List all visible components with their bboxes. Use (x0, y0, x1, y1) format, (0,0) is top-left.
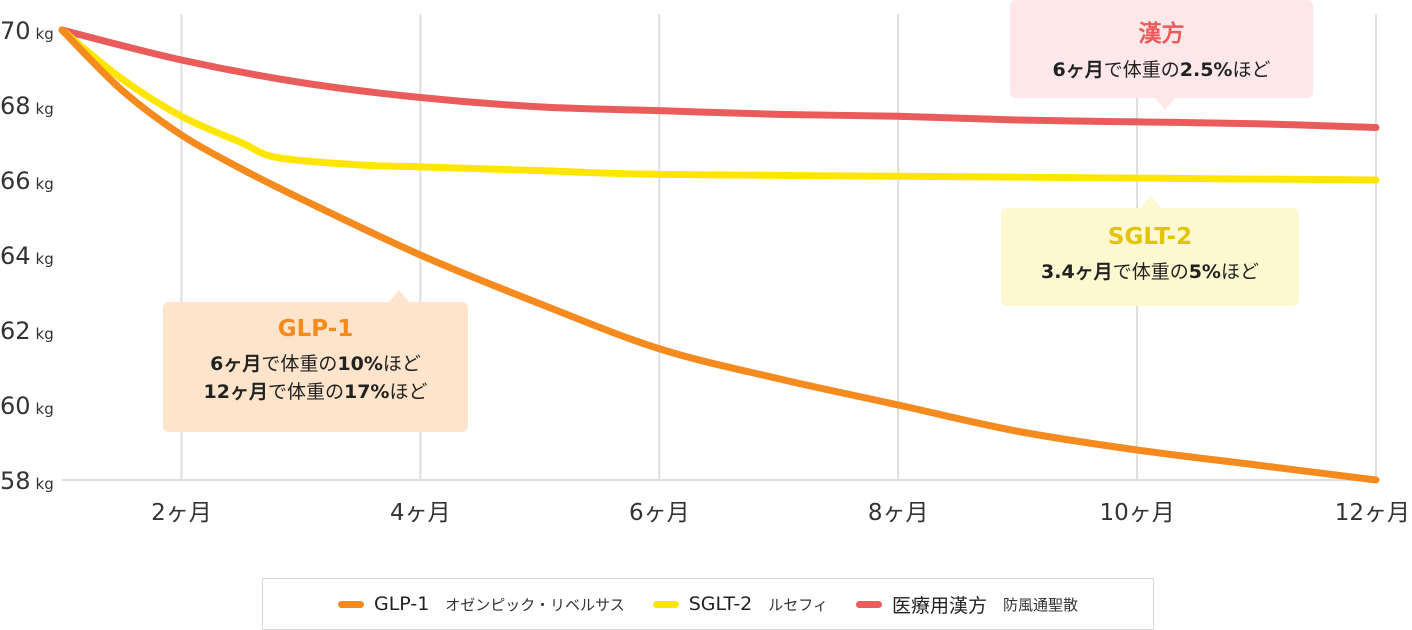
legend-sub-kampo: 防風通聖散 (1002, 595, 1078, 614)
x-tick-label: 4ヶ月 (390, 500, 451, 526)
series-lines (58, 26, 1380, 484)
callout-kampo-percent: 2.5% (1179, 59, 1233, 81)
x-tick-label: 2ヶ月 (151, 500, 212, 526)
y-tick-unit: kg (36, 100, 54, 118)
y-axis: 58 kg 60 kg 62 kg 64 kg 66 kg 68 kg 70 kg (0, 17, 54, 495)
callout-glp1-suffix-1: ほど (382, 353, 421, 375)
y-tick-unit: kg (36, 475, 54, 493)
callout-kampo-period: 6ヶ月 (1052, 59, 1104, 81)
callout-sglt2-line: 3.4ヶ月で体重の5%ほど (1001, 258, 1299, 286)
callout-glp1-text-2: で体重の (267, 381, 344, 403)
x-tick-label: 10ヶ月 (1099, 500, 1174, 526)
callout-kampo: 漢方 6ヶ月で体重の2.5%ほど (1010, 0, 1313, 110)
y-tick-value: 66 (0, 167, 31, 195)
callout-sglt2-title: SGLT-2 (1107, 224, 1193, 250)
callout-glp1: GLP-1 6ヶ月で体重の10%ほど 12ヶ月で体重の17%ほど (163, 290, 468, 432)
legend-name-glp1: GLP-1 (374, 593, 430, 615)
callout-kampo-suffix: ほど (1232, 59, 1271, 81)
x-tick-label: 12ヶ月 (1335, 500, 1410, 526)
callout-kampo-title: 漢方 (1138, 21, 1185, 47)
y-tick-value: 68 (0, 92, 31, 120)
callout-glp1-suffix-2: ほど (389, 381, 428, 403)
callout-sglt2: SGLT-2 3.4ヶ月で体重の5%ほど (1001, 196, 1299, 306)
y-tick-unit: kg (36, 25, 54, 43)
y-tick-unit: kg (36, 325, 54, 343)
y-tick-unit: kg (36, 250, 54, 268)
y-tick-label: 66 kg (0, 167, 54, 195)
y-tick-label: 70 kg (0, 17, 54, 45)
legend-swatch-sglt2 (652, 600, 679, 608)
y-tick-label: 58 kg (0, 467, 54, 495)
series-line-sglt2 (58, 26, 1380, 184)
callout-kampo-text: で体重の (1103, 59, 1180, 81)
y-tick-value: 58 (0, 467, 31, 495)
legend-item-kampo: 医療用漢方 防風通聖散 (855, 591, 1078, 618)
callout-glp1-percent-1: 10% (337, 353, 383, 375)
y-tick-label: 60 kg (0, 392, 54, 420)
callout-sglt2-text: で体重の (1112, 261, 1189, 283)
legend-item-glp1: GLP-1 オゼンピック・リベルサス (338, 593, 625, 615)
callout-sglt2-suffix: ほど (1220, 261, 1259, 283)
legend-sub-glp1: オゼンピック・リベルサス (445, 595, 625, 614)
y-tick-label: 68 kg (0, 92, 54, 120)
callout-glp1-title: GLP-1 (277, 316, 354, 342)
callout-glp1-text-1: で体重の (261, 353, 338, 375)
x-axis: 2ヶ月 4ヶ月 6ヶ月 8ヶ月 10ヶ月 12ヶ月 (151, 500, 1410, 526)
x-tick-label: 8ヶ月 (868, 500, 929, 526)
y-tick-value: 64 (0, 242, 31, 270)
y-tick-label: 64 kg (0, 242, 54, 270)
y-tick-value: 62 (0, 317, 31, 345)
series-line- (58, 26, 1380, 131)
callout-glp1-percent-2: 17% (343, 381, 390, 403)
chart-legend: GLP-1 オゼンピック・リベルサス SGLT-2 ルセフィ 医療用漢方 防風通… (262, 578, 1154, 630)
y-tick-value: 60 (0, 392, 31, 420)
callout-sglt2-period: 3.4ヶ月 (1041, 261, 1113, 283)
callout-glp1-period-2: 12ヶ月 (203, 381, 268, 403)
legend-name-kampo: 医療用漢方 (891, 594, 987, 617)
y-tick-value: 70 (0, 17, 31, 45)
callout-sglt2-percent: 5% (1188, 261, 1221, 283)
y-tick-unit: kg (36, 175, 54, 193)
legend-item-sglt2: SGLT-2 ルセフィ (652, 593, 828, 615)
series-line-glp1 (58, 26, 1380, 484)
legend-sub-sglt2: ルセフィ (768, 595, 828, 614)
y-tick-unit: kg (36, 400, 54, 418)
legend-swatch-glp1 (338, 600, 364, 608)
legend-swatch-kampo (855, 600, 882, 608)
callout-kampo-line: 6ヶ月で体重の2.5%ほど (1010, 56, 1313, 84)
x-tick-label: 6ヶ月 (629, 500, 690, 526)
callout-glp1-line-1: 6ヶ月で体重の10%ほど (163, 350, 468, 378)
legend-name-sglt2: SGLT-2 (688, 593, 753, 615)
callout-glp1-period-1: 6ヶ月 (210, 353, 262, 375)
callout-glp1-line-2: 12ヶ月で体重の17%ほど (163, 378, 468, 406)
y-tick-label: 62 kg (0, 317, 54, 345)
